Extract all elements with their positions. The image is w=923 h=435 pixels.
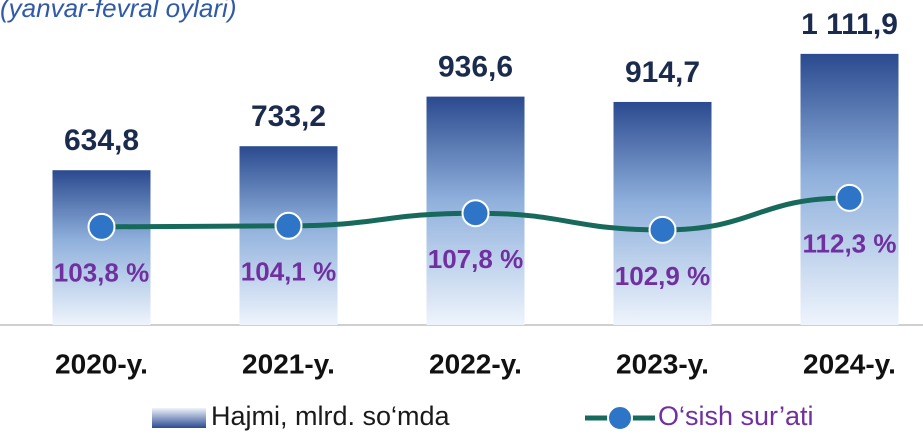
x-tick-label: 2024-y. bbox=[803, 348, 896, 379]
x-tick-label: 2020-y. bbox=[55, 348, 148, 379]
legend-marker bbox=[607, 405, 633, 431]
bar-value-label: 936,6 bbox=[438, 51, 513, 84]
bar bbox=[613, 101, 712, 326]
bar-value-label: 733,2 bbox=[251, 100, 326, 133]
bar-value-label: 1 111,9 bbox=[801, 8, 898, 41]
line-marker bbox=[461, 199, 490, 228]
x-tick-label: 2023-y. bbox=[616, 348, 709, 379]
chart-title: (yanvar-fevral oylari) bbox=[0, 0, 236, 23]
line-marker bbox=[274, 211, 303, 240]
x-tick-label: 2022-y. bbox=[429, 348, 522, 379]
legend-label: Hajmi, mlrd. so‘mda bbox=[211, 401, 451, 431]
bar-value-label: 914,7 bbox=[625, 56, 700, 89]
line-value-label: 107,8 % bbox=[428, 244, 523, 274]
bar-value-label: 634,8 bbox=[64, 124, 139, 157]
line-marker bbox=[87, 212, 116, 241]
legend-swatch-bar bbox=[152, 408, 206, 428]
bar bbox=[52, 170, 151, 325]
legend: Hajmi, mlrd. so‘mda O‘sish sur’ati bbox=[152, 401, 814, 431]
legend-label: O‘sish sur’ati bbox=[658, 401, 814, 431]
line-marker bbox=[835, 183, 864, 212]
line-value-label: 104,1 % bbox=[241, 257, 336, 287]
line-value-label: 102,9 % bbox=[615, 261, 710, 291]
line-value-label: 112,3 % bbox=[803, 229, 897, 259]
x-tick-label: 2021-y. bbox=[242, 348, 335, 379]
line-value-label: 103,8 % bbox=[54, 258, 149, 288]
line-marker bbox=[648, 215, 677, 244]
